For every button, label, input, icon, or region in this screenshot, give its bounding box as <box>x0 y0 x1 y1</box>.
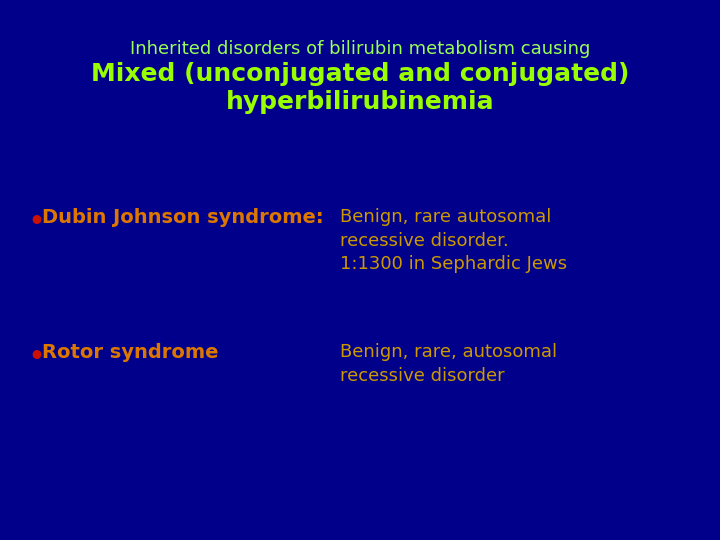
Text: Benign, rare, autosomal
recessive disorder: Benign, rare, autosomal recessive disord… <box>340 343 557 384</box>
Text: Mixed (unconjugated and conjugated)
hyperbilirubinemia: Mixed (unconjugated and conjugated) hype… <box>91 62 629 114</box>
Text: •: • <box>28 210 44 234</box>
Text: Inherited disorders of bilirubin metabolism causing: Inherited disorders of bilirubin metabol… <box>130 40 590 58</box>
Text: Dubin Johnson syndrome:: Dubin Johnson syndrome: <box>42 208 323 227</box>
Text: Rotor syndrome: Rotor syndrome <box>42 343 218 362</box>
Text: Benign, rare autosomal
recessive disorder.
1:1300 in Sephardic Jews: Benign, rare autosomal recessive disorde… <box>340 208 567 273</box>
Text: •: • <box>28 345 44 369</box>
